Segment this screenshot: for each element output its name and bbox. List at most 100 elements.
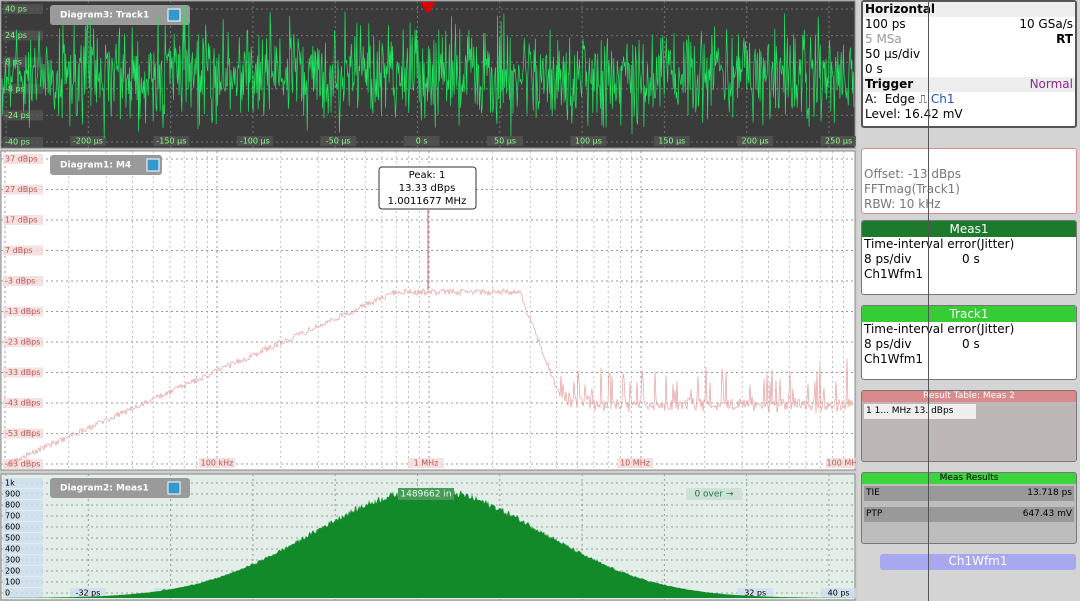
row: 1 1... MHz 13. dBps	[864, 404, 976, 419]
x-tick-label: 10 MHz	[620, 459, 650, 468]
y-tick-label: 40 ps	[5, 5, 27, 14]
y-tick-label: 500	[5, 534, 20, 543]
cell: 13. dBps	[913, 406, 954, 416]
x-tick-label: -50 µs	[326, 137, 351, 146]
value: Ch1Wfm1	[864, 267, 924, 281]
value: FFTmag(Track1)	[864, 182, 960, 196]
y-tick-label: 7 dBps	[5, 246, 32, 255]
x-tick-label: 32 ps	[744, 589, 766, 598]
y-tick-label: 24 ps	[5, 31, 27, 40]
value: 0 s	[962, 252, 980, 266]
track1-panel[interactable]: Track1 Time-interval error(Jitter) 8 ps/…	[861, 305, 1077, 380]
label-bg	[820, 588, 856, 598]
label-bg	[408, 458, 444, 468]
label-bg	[3, 489, 43, 499]
value: 5 MSa	[865, 32, 902, 46]
value: Time-interval error(Jitter)	[864, 237, 1015, 251]
trace	[1, 5, 855, 139]
label: TIE	[866, 488, 880, 498]
meas1-panel[interactable]: Meas1 Time-interval error(Jitter) 8 ps/d…	[861, 220, 1077, 295]
label-bg	[3, 478, 43, 488]
label-bg	[403, 136, 440, 146]
value: 8 ps/div	[864, 252, 912, 266]
label-bg	[653, 136, 690, 146]
label-bg	[3, 245, 43, 256]
x-tick-label: 150 µs	[658, 137, 685, 146]
value: 0 s	[865, 62, 883, 76]
y-tick-label: 300	[5, 556, 20, 565]
label-bg	[570, 136, 607, 146]
annotation-bg	[686, 488, 742, 500]
value: 50 µs/div	[865, 47, 921, 61]
label-bg	[3, 30, 43, 41]
value: 0 s	[962, 337, 980, 351]
label-bg	[3, 555, 43, 565]
label-bg	[3, 4, 43, 14]
label-bg	[826, 458, 856, 468]
label-bg	[3, 337, 43, 347]
label-bg	[3, 367, 43, 378]
x-tick-label: 40 ps	[828, 589, 850, 598]
cell: 1... MHz	[874, 406, 912, 416]
row: 8 ps/div 0 s	[862, 337, 1076, 352]
value: Trigger	[865, 77, 914, 91]
label-bg	[3, 511, 43, 521]
diagram-tab	[50, 478, 190, 498]
label-bg	[199, 458, 235, 468]
x-tick-label: 100 µs	[575, 137, 602, 146]
value: RT	[1056, 32, 1073, 46]
cell: 1	[866, 406, 872, 416]
y-tick-label: -53 dBps	[5, 429, 40, 438]
label-bg	[3, 500, 43, 510]
close-button[interactable]	[167, 8, 181, 22]
label-bg	[820, 136, 856, 146]
heading: Meas1	[862, 221, 1076, 237]
y-tick-label: -13 dBps	[5, 307, 40, 316]
diagram-area: 40 ps 24 ps 8 ps -8 ps -24 ps -40 ps -200 µs -1…	[0, 0, 856, 601]
heading: Horizontal	[863, 2, 1075, 17]
label-bg	[3, 215, 43, 225]
row: A: Edge ⎍ Ch1	[865, 92, 955, 106]
y-tick-label: -8 ps	[5, 84, 25, 93]
y-tick-label: 27 dBps	[5, 185, 38, 194]
value: Edge	[884, 92, 915, 106]
value: Ch1Wfm1	[864, 352, 924, 366]
value: 10 GSa/s	[1019, 17, 1073, 31]
label-bg	[3, 544, 43, 554]
label-bg	[3, 184, 43, 195]
x-tick-label: 200 µs	[742, 137, 769, 146]
label-bg	[3, 533, 43, 543]
label-bg	[617, 458, 653, 468]
label-bg	[3, 137, 43, 147]
annotation-bg	[398, 488, 454, 500]
x-tick-label: -32 ps	[76, 589, 101, 598]
label-bg	[3, 110, 43, 121]
horizontal-panel: Horizontal 100 ps 10 GSa/s 5 MSa RT 50 µs/…	[861, 0, 1077, 128]
x-tick-label: 100 kHz	[201, 459, 234, 468]
row: TIE 13.718 ps	[864, 486, 1074, 501]
label-bg	[236, 136, 273, 146]
value: RBW: 10 kHz	[864, 197, 941, 211]
x-tick-label: 100 MHz	[827, 459, 856, 468]
y-tick-label: 8 ps	[5, 58, 22, 67]
heading: Trigger Normal	[863, 77, 1075, 92]
meas-results[interactable]: Meas Results TIE 13.718 ps PTP 647.43 mV	[861, 472, 1077, 544]
label-bg	[3, 306, 43, 317]
label-bg	[487, 136, 523, 146]
heading: Result Table: Meas 2	[862, 391, 1076, 402]
footer-tab[interactable]: Ch1Wfm1	[880, 554, 1076, 570]
heading: Meas Results	[862, 473, 1076, 484]
label-bg	[3, 566, 43, 576]
value: Level: 16.42 mV	[865, 107, 963, 121]
x-tick-label: 0 s	[416, 137, 428, 146]
result-table[interactable]: Result Table: Meas 2 1 1... MHz 13. dBps	[861, 390, 1077, 462]
y-tick-label: 1k	[5, 479, 15, 488]
close-button[interactable]	[167, 481, 181, 495]
close-button[interactable]	[146, 158, 160, 172]
label-bg	[153, 136, 190, 146]
value: 8 ps/div	[864, 337, 912, 351]
value: Ch1	[930, 92, 955, 106]
marker-box	[378, 166, 477, 210]
